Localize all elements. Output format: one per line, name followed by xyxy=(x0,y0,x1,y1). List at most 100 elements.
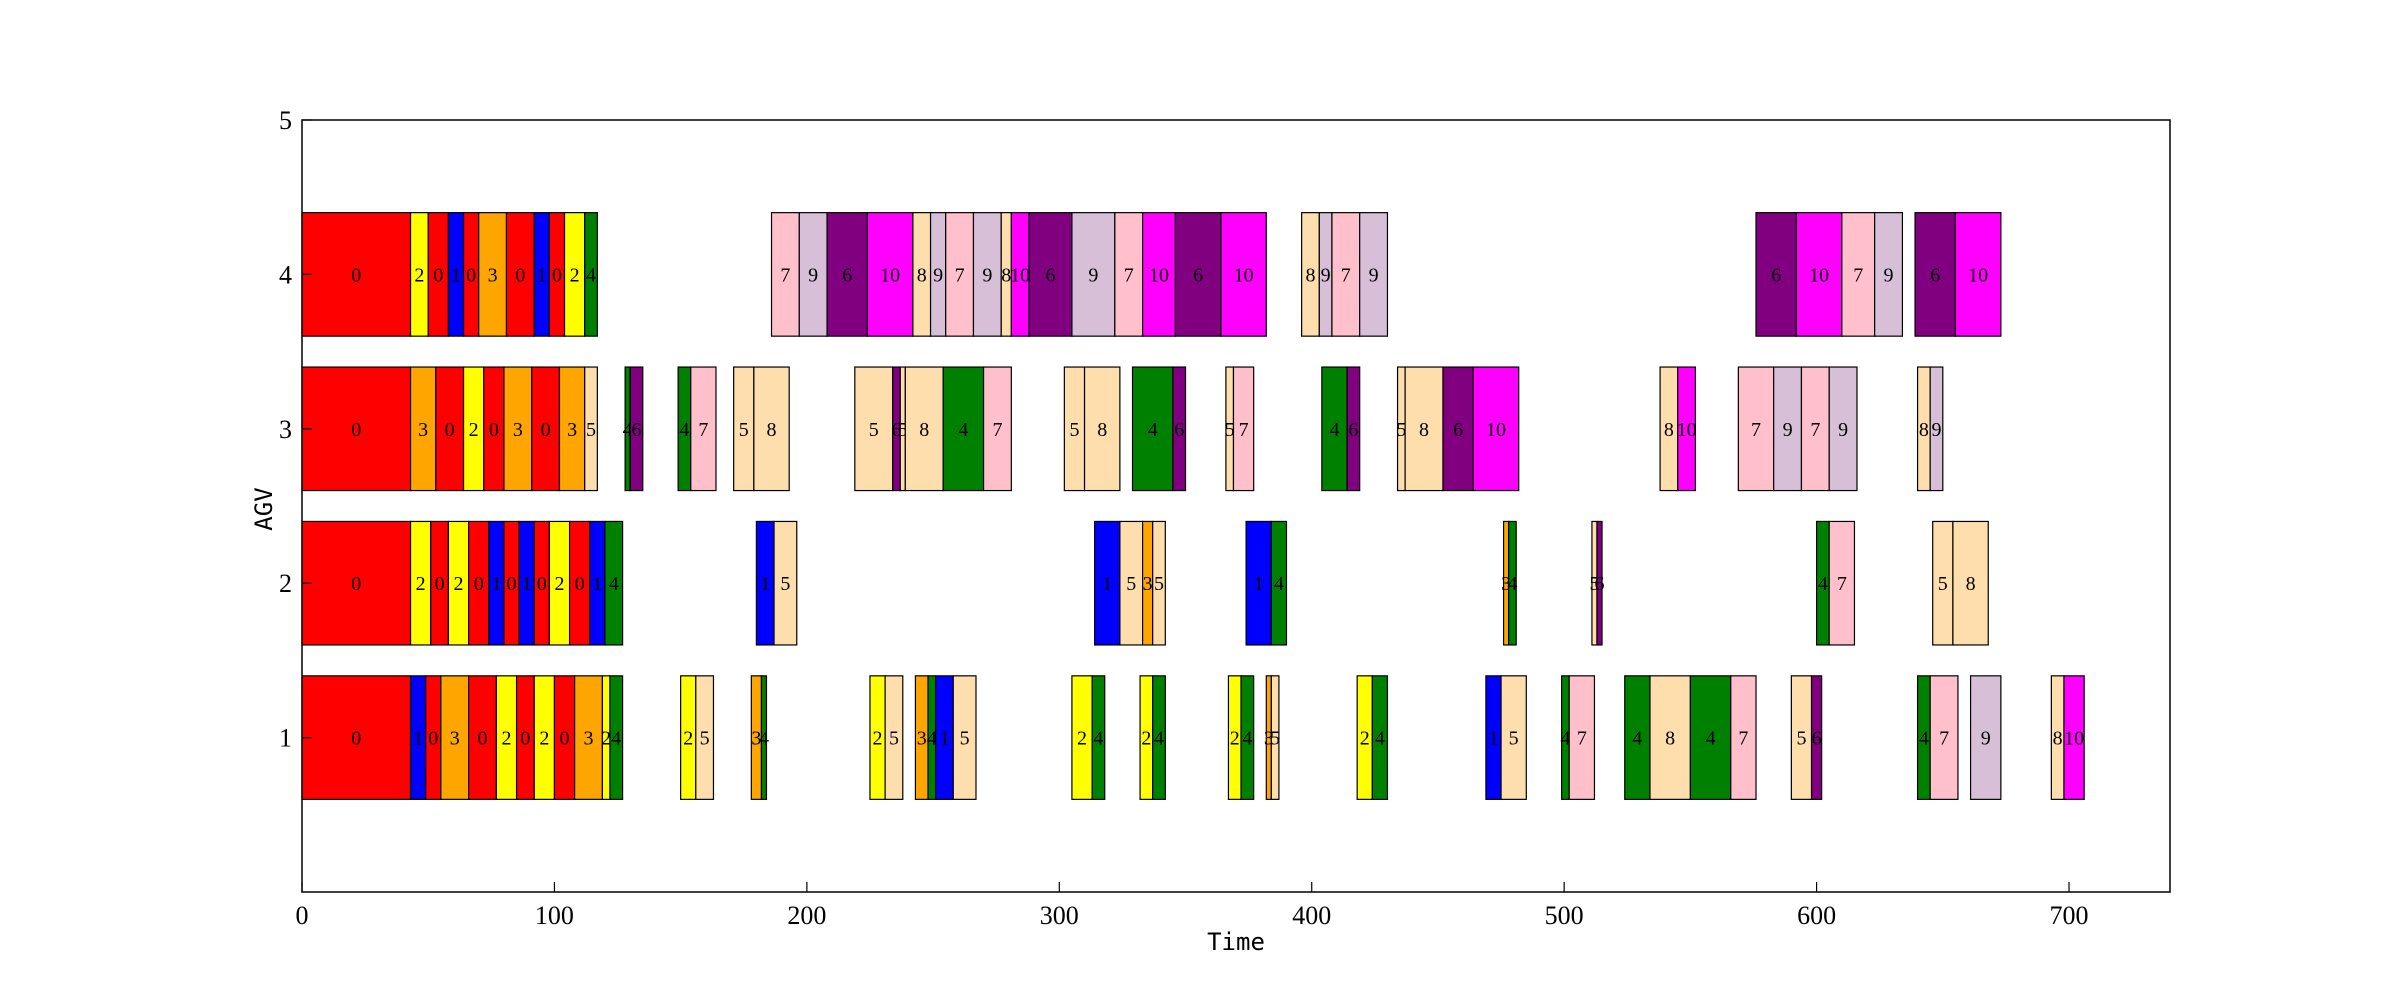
task-bar-agv3-88 xyxy=(690,366,717,492)
x-axis-ticks: 0 100 200 300 400 500 600 700 xyxy=(296,882,2089,930)
task-label-agv4-152: 6 xyxy=(1930,264,1940,286)
task-label-agv1-43: 7 xyxy=(1939,728,1949,750)
task-label-agv2-51: 0 xyxy=(474,573,484,595)
x-tick-label-400: 400 xyxy=(1292,901,1331,930)
task-label-agv3-94: 8 xyxy=(919,419,929,441)
task-bar-agv1-25 xyxy=(1152,675,1166,800)
x-tick-label-700: 700 xyxy=(2050,901,2089,930)
task-label-agv4-128: 7 xyxy=(780,264,790,286)
x-tick-label-100: 100 xyxy=(535,901,574,930)
task-bar-agv2-67 xyxy=(1270,520,1288,646)
task-label-agv2-55: 0 xyxy=(537,573,547,595)
task-bar-agv1-33 xyxy=(1500,675,1527,800)
task-bar-agv3-98 xyxy=(1083,366,1121,492)
task-label-agv1-39: 7 xyxy=(1738,728,1748,750)
task-label-agv4-122: 3 xyxy=(488,264,498,286)
task-bar-agv1-15 xyxy=(760,675,768,800)
task-label-agv3-116: 9 xyxy=(1932,419,1942,441)
task-label-agv3-92: 6 xyxy=(891,419,901,441)
task-bar-agv3-113 xyxy=(1800,366,1830,492)
task-label-agv3-105: 5 xyxy=(1396,419,1406,441)
task-bar-agv4-149 xyxy=(1795,212,1843,337)
task-label-agv1-24: 2 xyxy=(1141,728,1151,750)
task-bar-agv1-23 xyxy=(1091,675,1106,800)
task-bar-agv3-84 xyxy=(584,366,598,492)
task-label-agv2-60: 1 xyxy=(760,573,770,595)
x-tick-label-600: 600 xyxy=(1797,901,1836,930)
task-label-agv1-10: 2 xyxy=(601,728,611,750)
task-bar-agv4-134 xyxy=(945,212,975,337)
task-label-agv2-53: 0 xyxy=(507,573,517,595)
task-label-agv1-34: 4 xyxy=(1560,728,1570,750)
task-label-agv4-139: 9 xyxy=(1088,264,1098,286)
task-bar-agv2-75 xyxy=(1952,520,1989,646)
task-bar-agv4-146 xyxy=(1331,212,1361,337)
task-bar-agv1-37 xyxy=(1649,675,1691,800)
task-label-agv2-58: 1 xyxy=(592,573,602,595)
task-bar-agv3-81 xyxy=(503,366,533,492)
task-label-agv2-57: 0 xyxy=(575,573,585,595)
task-label-agv1-2: 0 xyxy=(428,728,438,750)
task-label-agv1-35: 7 xyxy=(1577,728,1587,750)
task-bar-agv3-76 xyxy=(301,366,412,492)
task-label-agv4-126: 2 xyxy=(570,264,580,286)
task-label-agv2-56: 2 xyxy=(554,573,564,595)
task-bar-agv1-29 xyxy=(1270,675,1280,800)
task-label-agv1-0: 0 xyxy=(351,728,361,750)
task-label-agv1-27: 4 xyxy=(1242,728,1252,750)
task-label-agv3-98: 8 xyxy=(1097,419,1107,441)
task-label-agv3-104: 6 xyxy=(1348,419,1358,441)
task-label-agv2-64: 3 xyxy=(1143,573,1153,595)
task-bar-agv3-91 xyxy=(854,366,894,492)
x-tick-label-0: 0 xyxy=(296,901,309,930)
task-label-agv4-147: 9 xyxy=(1369,264,1379,286)
task-bar-agv4-127 xyxy=(584,212,598,337)
task-label-agv2-65: 5 xyxy=(1154,573,1164,595)
task-label-agv3-102: 7 xyxy=(1239,419,1249,441)
task-bar-agv4-143 xyxy=(1220,212,1267,337)
task-label-agv1-3: 3 xyxy=(450,728,460,750)
task-label-agv3-83: 3 xyxy=(567,419,577,441)
task-bar-agv4-141 xyxy=(1141,212,1177,337)
task-label-agv1-41: 6 xyxy=(1812,728,1822,750)
task-label-agv3-107: 6 xyxy=(1453,419,1463,441)
task-label-agv4-148: 6 xyxy=(1771,264,1781,286)
task-label-agv1-23: 4 xyxy=(1093,728,1103,750)
task-bar-agv2-47 xyxy=(301,520,412,646)
task-bar-agv4-140 xyxy=(1114,212,1144,337)
task-label-agv1-21: 5 xyxy=(960,728,970,750)
task-bars: 0 1 0 3 0 2 0 2 0 3 2 4 2 5 34 2 5 3 4 1 5 2 4 2 4 2 4 35 2 4 1 5 4 7 4 8 4 7… xyxy=(301,212,2085,800)
task-label-agv4-136: 8 xyxy=(1001,264,1011,286)
task-label-agv4-132: 8 xyxy=(917,264,927,286)
task-bar-agv1-0 xyxy=(301,675,412,800)
y-axis-label: AGV xyxy=(250,487,278,530)
task-bar-agv4-117 xyxy=(301,212,412,337)
task-bar-agv4-148 xyxy=(1755,212,1798,337)
task-bar-agv3-104 xyxy=(1346,366,1361,492)
task-bar-agv2-65 xyxy=(1152,520,1166,646)
plot-frame xyxy=(301,119,2171,893)
task-bar-agv4-129 xyxy=(798,212,828,337)
task-bar-agv3-95 xyxy=(942,366,985,492)
task-bar-agv1-21 xyxy=(952,675,977,800)
task-bar-agv3-116 xyxy=(1929,366,1944,492)
task-label-agv4-129: 9 xyxy=(808,264,818,286)
task-label-agv3-82: 0 xyxy=(541,419,551,441)
task-bar-agv4-147 xyxy=(1359,212,1389,337)
task-label-agv1-32: 1 xyxy=(1488,728,1498,750)
task-label-agv4-150: 7 xyxy=(1853,264,1863,286)
task-label-agv3-88: 7 xyxy=(698,419,708,441)
task-label-agv4-131: 10 xyxy=(880,264,900,286)
task-bar-agv3-77 xyxy=(409,366,437,492)
task-label-agv1-42: 4 xyxy=(1919,728,1929,750)
task-label-agv3-113: 7 xyxy=(1810,419,1820,441)
task-label-agv1-46: 10 xyxy=(2064,728,2084,750)
task-label-agv3-76: 0 xyxy=(351,419,361,441)
task-bar-agv4-152 xyxy=(1914,212,1957,337)
task-label-agv4-130: 6 xyxy=(842,264,852,286)
task-label-agv3-87: 4 xyxy=(679,419,689,441)
task-bar-agv3-107 xyxy=(1442,366,1474,492)
task-label-agv2-72: 4 xyxy=(1818,573,1828,595)
task-label-agv1-13: 5 xyxy=(700,728,710,750)
